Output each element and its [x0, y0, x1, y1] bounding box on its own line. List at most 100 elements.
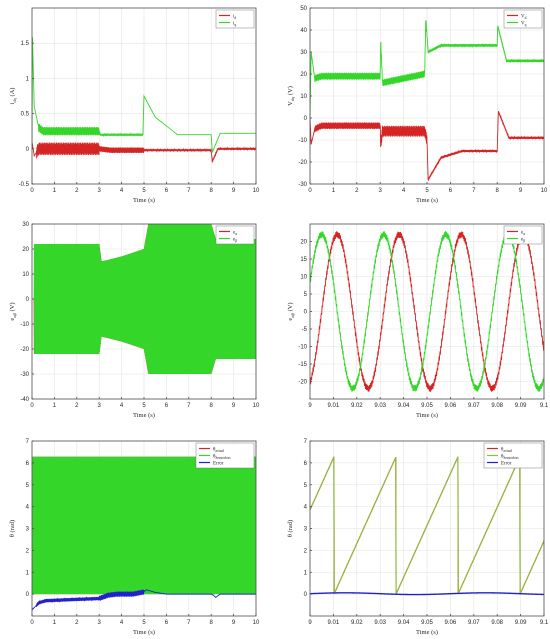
legend-box — [215, 9, 255, 29]
y-tick-label: 5 — [304, 292, 308, 298]
series-line-id — [32, 141, 256, 163]
x-tick-label: 9 — [232, 188, 236, 194]
x-axis-label: Time (s) — [416, 197, 438, 204]
y-tick-label: -30 — [298, 182, 307, 188]
x-tick-label: 9.07 — [468, 620, 480, 626]
y-tick-label: 6 — [304, 461, 308, 467]
x-tick-label: 9 — [232, 403, 236, 409]
y-tick-label: 2 — [304, 548, 308, 554]
x-tick-label: 10 — [541, 188, 548, 194]
y-tick-label: 5 — [26, 483, 30, 489]
legend-label: eα — [233, 230, 237, 236]
y-tick-label: 30 — [22, 222, 29, 228]
chart-panel-d: 9 9.01 9.02 9.03 9.04 9.05 9.06 9.07 9.08 9.09 9.1… — [287, 223, 549, 419]
x-tick-label: 9.1 — [540, 620, 549, 626]
x-tick-label: 9.01 — [328, 620, 340, 626]
series-line-eα — [310, 231, 544, 392]
y-tick-label: 5 — [304, 483, 308, 489]
series-line-Vq — [310, 20, 544, 119]
x-tick-label: 3 — [98, 620, 102, 626]
x-tick-label: 9.06 — [445, 403, 457, 409]
x-tick-label: 9 — [519, 188, 523, 194]
y-axis-label: θ (rad) — [9, 520, 16, 537]
y-axis-label: eαβ (V) — [287, 302, 295, 320]
legend-label: θSensorless — [501, 454, 519, 460]
y-tick-label: 2 — [26, 548, 30, 554]
y-tick-label: 10 — [300, 94, 307, 100]
x-tick-label: 9 — [308, 620, 312, 626]
x-tick-label: 9.03 — [374, 403, 386, 409]
x-tick-label: 5 — [425, 188, 429, 194]
y-tick-label: -40 — [20, 397, 29, 403]
y-tick-label: 3 — [26, 527, 30, 533]
chart-panel-f: 9 9.01 9.02 9.03 9.04 9.05 9.06 9.07 9.08 9.09 9.1… — [287, 439, 549, 636]
legend-label: Vq — [521, 21, 527, 27]
legend-box — [503, 9, 543, 29]
x-tick-label: 10 — [253, 188, 260, 194]
series-line-θSensorless — [32, 456, 256, 595]
x-tick-label: 9 — [232, 620, 236, 626]
x-tick-label: 6 — [449, 188, 453, 194]
x-axis-label: Time (s) — [133, 629, 155, 636]
x-tick-label: 5 — [142, 620, 146, 626]
y-tick-label: -20 — [298, 160, 307, 166]
x-axis-label: Time (s) — [133, 197, 155, 204]
y-tick-label: 0 — [26, 297, 30, 303]
y-tick-label: 0 — [304, 310, 308, 316]
y-tick-label: 1 — [304, 570, 308, 576]
x-tick-label: 9 — [308, 403, 312, 409]
legend-label: Vd — [521, 14, 527, 20]
x-tick-label: 2 — [75, 188, 79, 194]
x-tick-label: 8 — [210, 403, 214, 409]
x-tick-label: 9.08 — [491, 620, 503, 626]
y-tick-label: 20 — [22, 247, 29, 253]
y-tick-label: 7 — [26, 439, 30, 445]
y-tick-label: 1 — [26, 570, 30, 576]
x-tick-label: 8 — [210, 188, 214, 194]
legend-label: eβ — [233, 237, 237, 243]
x-tick-label: 0 — [30, 620, 34, 626]
y-tick-label: 0.5 — [21, 112, 30, 118]
x-tick-label: 3 — [379, 188, 383, 194]
y-axis-label: eαβ (V) — [9, 302, 17, 320]
x-axis-label: Time (s) — [416, 412, 438, 419]
x-tick-label: 2 — [75, 403, 79, 409]
x-axis-label: Time (s) — [416, 629, 438, 636]
legend-label: eα — [521, 230, 525, 236]
x-tick-label: 9.02 — [351, 620, 363, 626]
y-tick-label: 1 — [26, 76, 30, 82]
x-tick-label: 3 — [98, 188, 102, 194]
legend-box — [215, 225, 255, 245]
x-tick-label: 1 — [332, 188, 336, 194]
y-tick-label: -5 — [302, 327, 308, 333]
legend-label: Error — [501, 461, 512, 466]
x-tick-label: 0 — [30, 403, 34, 409]
x-tick-label: 5 — [142, 188, 146, 194]
series-line-Error — [310, 592, 544, 596]
x-axis-label: Time (s) — [133, 412, 155, 419]
x-tick-label: 0 — [308, 188, 312, 194]
y-tick-label: -10 — [298, 138, 307, 144]
y-tick-label: 6 — [26, 461, 30, 467]
y-tick-label: -10 — [20, 322, 29, 328]
x-tick-label: 9.05 — [421, 620, 433, 626]
x-tick-label: 4 — [402, 188, 406, 194]
x-tick-label: 9.07 — [468, 403, 480, 409]
chart-panel-c: 0 1 2 3 4 5 6 7 8 9 10 -40 -30 -20 -10 0 10 20 30 Time (s) e… — [9, 222, 260, 419]
x-tick-label: 7 — [187, 620, 191, 626]
x-tick-label: 6 — [165, 620, 169, 626]
y-tick-label: -15 — [298, 362, 307, 368]
series-line-iq — [32, 37, 256, 153]
x-tick-label: 2 — [75, 620, 79, 626]
y-tick-label: -20 — [20, 347, 29, 353]
x-tick-label: 9.01 — [328, 403, 340, 409]
x-tick-label: 7 — [187, 188, 191, 194]
legend-label: θSensorless — [213, 454, 231, 460]
series-line-Vd — [310, 111, 544, 181]
y-tick-label: 30 — [300, 50, 307, 56]
